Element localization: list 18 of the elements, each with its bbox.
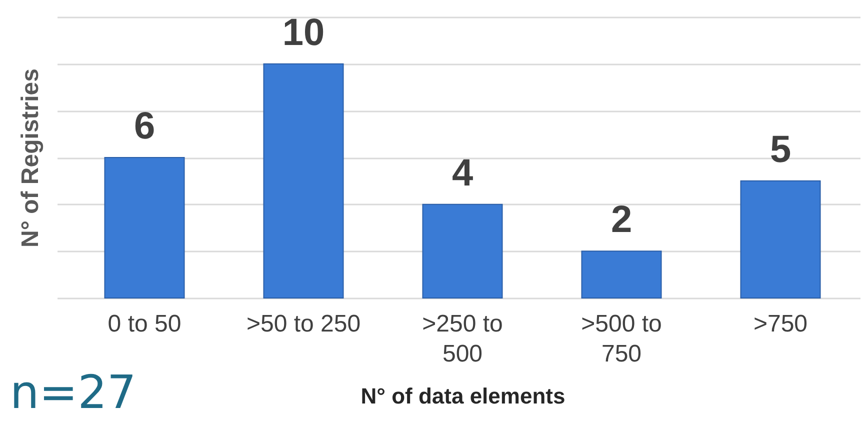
x-axis-title: N° of data elements: [360, 384, 566, 408]
data-label: 10: [282, 12, 325, 54]
x-tick-label: >750: [753, 310, 808, 338]
bar: [104, 157, 185, 298]
text: n=27: [10, 365, 136, 419]
bar: [581, 250, 662, 298]
data-label: 2: [610, 199, 632, 242]
data-label: 5: [770, 128, 792, 171]
data-label: 6: [134, 106, 156, 148]
bar: [263, 63, 344, 298]
x-tick-label: >250 to 500: [422, 310, 503, 368]
bar: [422, 204, 503, 298]
x-tick-label: 0 to 50: [108, 310, 182, 338]
x-tick-label: >500 to 750: [581, 310, 662, 368]
x-tick-label: >50 to 250: [246, 310, 361, 338]
y-axis-title: N° of Registries: [16, 68, 44, 248]
data-label: 4: [452, 152, 474, 194]
bar: [740, 180, 821, 298]
